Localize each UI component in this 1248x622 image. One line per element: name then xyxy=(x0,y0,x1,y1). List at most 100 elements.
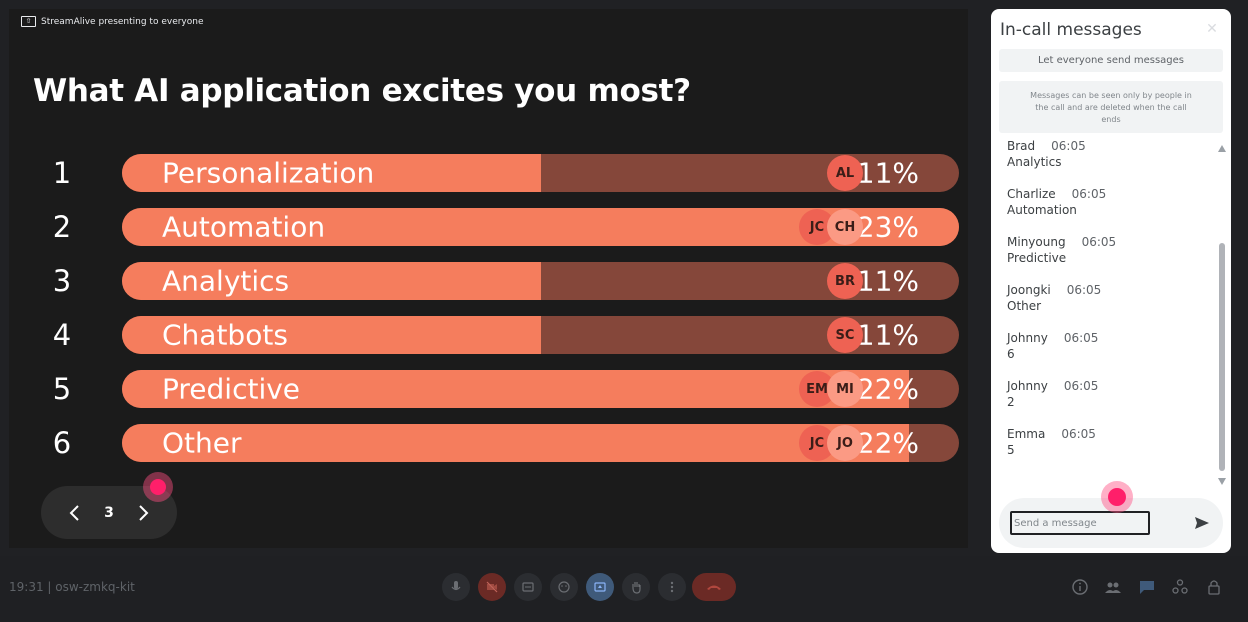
people-icon[interactable] xyxy=(1104,578,1122,596)
next-slide-button[interactable] xyxy=(131,501,155,525)
chat-message: Emma 06:05 5 xyxy=(1007,427,1096,458)
option-bar-fill xyxy=(122,316,541,354)
message-text: 5 xyxy=(1007,443,1015,457)
chat-message: Joongki 06:05 Other xyxy=(1007,283,1101,314)
scrollbar-thumb[interactable] xyxy=(1219,243,1225,471)
option-number: 1 xyxy=(52,156,72,190)
message-text: Analytics xyxy=(1007,155,1062,169)
message-header: Minyoung 06:05 xyxy=(1007,235,1116,250)
option-percent: 23% xyxy=(856,210,919,244)
scroll-down-arrow-icon[interactable] xyxy=(1218,478,1226,485)
option-percent: 22% xyxy=(856,372,919,406)
pointer-highlight-chat xyxy=(1108,488,1126,506)
hang-up-icon xyxy=(707,585,721,590)
raise-hand-button[interactable] xyxy=(622,573,650,601)
message-time: 06:05 xyxy=(1066,283,1102,297)
sender-name: Charlize xyxy=(1007,187,1056,201)
send-icon xyxy=(1195,517,1209,529)
option-number: 3 xyxy=(52,264,72,298)
send-message-input[interactable] xyxy=(1010,511,1150,535)
chat-message: Charlize 06:05 Automation xyxy=(1007,187,1106,218)
sender-name: Brad xyxy=(1007,139,1036,153)
sender-name: Johnny xyxy=(1007,331,1048,345)
close-icon[interactable]: ✕ xyxy=(1206,20,1218,36)
message-time: 06:05 xyxy=(1061,427,1096,441)
info-icon[interactable] xyxy=(1071,578,1089,596)
option-bar-fill xyxy=(122,370,909,408)
hand-icon xyxy=(632,582,641,594)
option-bar-fill xyxy=(122,262,541,300)
message-header: Emma 06:05 xyxy=(1007,427,1096,442)
message-time: 06:05 xyxy=(1081,235,1117,249)
activities-icon[interactable] xyxy=(1171,578,1189,596)
slide-pager: 3 xyxy=(41,486,177,539)
option-percent: 11% xyxy=(856,318,919,352)
chat-icon[interactable] xyxy=(1138,578,1156,596)
meeting-info: 19:31 | osw-zmkq-kit xyxy=(9,580,135,594)
option-bar: Other JC JO 22% xyxy=(122,424,959,462)
emoji-icon xyxy=(558,581,570,593)
chat-message: Brad 06:05 Analytics xyxy=(1007,139,1086,170)
pointer-highlight xyxy=(150,479,166,495)
message-text: Other xyxy=(1007,299,1042,313)
voter-avatar: JO xyxy=(827,425,863,461)
presenting-indicator: ⇧ StreamAlive presenting to everyone xyxy=(21,16,204,27)
sender-name: Johnny xyxy=(1007,379,1048,393)
voter-avatar: JC xyxy=(799,425,835,461)
chevron-left-icon xyxy=(69,504,80,521)
camera-off-icon xyxy=(486,581,498,593)
present-screen-icon: ⇧ xyxy=(21,16,36,27)
let-everyone-send-toggle[interactable]: Let everyone send messages xyxy=(999,49,1223,72)
reactions-button[interactable] xyxy=(550,573,578,601)
poll-question: What AI application excites you most? xyxy=(33,73,691,109)
message-text: Automation xyxy=(1007,203,1077,217)
voter-avatar: MI xyxy=(827,371,863,407)
voter-avatar: BR xyxy=(827,263,863,299)
option-percent: 11% xyxy=(856,264,919,298)
message-header: Charlize 06:05 xyxy=(1007,187,1106,202)
voter-avatar: SC xyxy=(827,317,863,353)
option-label: Chatbots xyxy=(162,318,288,352)
chat-message: Johnny 06:05 6 xyxy=(1007,331,1098,362)
option-number: 6 xyxy=(52,426,72,460)
sender-name: Minyoung xyxy=(1007,235,1066,249)
chat-message: Minyoung 06:05 Predictive xyxy=(1007,235,1116,266)
message-text: 6 xyxy=(1007,347,1015,361)
message-header: Johnny 06:05 xyxy=(1007,331,1098,346)
sender-name: Emma xyxy=(1007,427,1046,441)
slide-page-number: 3 xyxy=(104,504,114,521)
camera-button[interactable] xyxy=(478,573,506,601)
message-header: Johnny 06:05 xyxy=(1007,379,1098,394)
sender-name: Joongki xyxy=(1007,283,1051,297)
previous-slide-button[interactable] xyxy=(63,501,87,525)
option-bar: Analytics BR 11% xyxy=(122,262,959,300)
message-time: 06:05 xyxy=(1063,331,1099,345)
option-bar-fill xyxy=(122,154,541,192)
panel-title: In-call messages xyxy=(1000,20,1142,40)
chat-message: Johnny 06:05 2 xyxy=(1007,379,1098,410)
presentation-stage: ⇧ StreamAlive presenting to everyone Wha… xyxy=(9,9,968,548)
compose-bar xyxy=(999,498,1223,548)
present-button[interactable] xyxy=(586,573,614,601)
leave-call-button[interactable] xyxy=(692,573,736,601)
meeting-control-bar: 19:31 | osw-zmkq-kit xyxy=(0,556,1248,622)
option-bar-fill xyxy=(122,424,909,462)
microphone-button[interactable] xyxy=(442,573,470,601)
voter-avatar: CH xyxy=(827,209,863,245)
chevron-right-icon xyxy=(138,504,149,521)
send-button[interactable] xyxy=(1193,514,1211,532)
option-label: Analytics xyxy=(162,264,290,298)
more-options-button[interactable] xyxy=(658,573,686,601)
option-percent: 22% xyxy=(856,426,919,460)
option-label: Predictive xyxy=(162,372,301,406)
captions-button[interactable] xyxy=(514,573,542,601)
option-number: 2 xyxy=(52,210,72,244)
host-controls-icon[interactable] xyxy=(1205,578,1223,596)
message-header: Joongki 06:05 xyxy=(1007,283,1101,298)
option-label: Other xyxy=(162,426,242,460)
option-number: 5 xyxy=(52,372,72,406)
more-vert-icon xyxy=(670,581,674,593)
message-text: Predictive xyxy=(1007,251,1067,265)
scroll-up-arrow-icon[interactable] xyxy=(1218,145,1226,152)
